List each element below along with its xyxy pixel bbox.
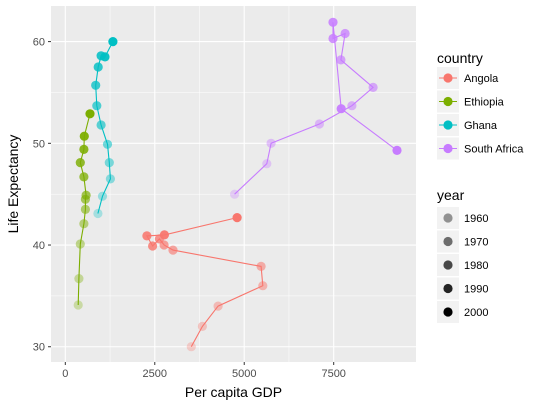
- alpha-legend-entries: 1960 1970 1980 1990 2000: [437, 207, 488, 323]
- legend-key-point: [443, 260, 453, 270]
- south-africa-point: [262, 159, 272, 169]
- legend-key-point: [443, 143, 453, 154]
- legend-label: Ethiopia: [464, 97, 505, 109]
- legend-key-point: [443, 120, 453, 130]
- legend-item-south-africa: South Africa: [437, 137, 524, 160]
- south-africa-point: [368, 82, 378, 92]
- ethiopia-point: [81, 190, 91, 200]
- y-tick-label: 60: [33, 37, 45, 49]
- angola-point: [142, 231, 152, 241]
- ethiopia-point: [75, 158, 85, 168]
- ghana-point: [93, 62, 103, 72]
- x-tick-label: 5000: [232, 368, 256, 380]
- series-south-africa: [230, 17, 402, 199]
- x-tick-label: 0: [62, 368, 68, 380]
- legend-label: 2000: [464, 307, 488, 319]
- ethiopia-point: [79, 131, 89, 141]
- year-legend-item-1960: 1960: [437, 207, 488, 229]
- legend-label: 1960: [464, 213, 488, 225]
- legend-key-point: [443, 213, 453, 223]
- year-legend-item-1990: 1990: [437, 277, 488, 300]
- legend-key-point: [443, 307, 453, 317]
- south-africa-point: [328, 33, 338, 44]
- ethiopia-point: [79, 144, 89, 154]
- south-africa-point: [336, 104, 346, 114]
- ghana-point: [93, 208, 103, 219]
- series-angola: [142, 213, 268, 352]
- color-legend-entries: Angola Ethiopia Ghana South Africa: [437, 67, 524, 160]
- ethiopia-point: [74, 274, 84, 284]
- legend-key-point: [443, 73, 453, 83]
- south-africa-point: [340, 28, 350, 39]
- legend-key-point: [443, 96, 453, 107]
- y-tick-label: 40: [33, 240, 45, 252]
- ghana-point: [105, 174, 115, 184]
- legend-item-ghana: Ghana: [437, 114, 498, 136]
- angola-point: [148, 241, 158, 251]
- ghana-point: [100, 52, 110, 62]
- year-legend-item-1980: 1980: [437, 254, 488, 276]
- x-axis-title: Per capita GDP: [185, 384, 282, 400]
- year-legend-item-2000: 2000: [437, 301, 488, 323]
- series-layer: [73, 17, 402, 352]
- axis-layer: 0 2500 5000 7500 30 40 50 60: [33, 37, 346, 380]
- y-axis-title: Life Expectancy: [5, 135, 21, 234]
- angola-point: [197, 321, 207, 331]
- ethiopia-point: [75, 239, 85, 249]
- legend-label: 1970: [464, 237, 488, 249]
- legend-key-point: [443, 236, 453, 247]
- year-legend-title: year: [437, 187, 465, 203]
- x-tick-label: 7500: [321, 368, 345, 380]
- grid-layer: [51, 6, 416, 362]
- ethiopia-point: [80, 204, 90, 214]
- year-legend: year 1960 1970 1980 1990 2000: [437, 187, 488, 323]
- ghana-point: [92, 101, 102, 111]
- angola-point: [232, 213, 242, 223]
- ghana-point: [97, 191, 108, 201]
- angola-point: [186, 342, 196, 352]
- year-legend-item-1970: 1970: [437, 230, 488, 253]
- south-africa-point: [328, 17, 338, 27]
- y-tick-label: 30: [33, 342, 45, 354]
- legend-item-angola: Angola: [437, 67, 499, 89]
- legend-key-bg: [437, 207, 459, 229]
- south-africa-point: [266, 138, 276, 148]
- angola-point: [159, 230, 169, 240]
- south-africa-point: [392, 145, 402, 155]
- series-ethiopia: [73, 109, 95, 310]
- legend-item-ethiopia: Ethiopia: [437, 90, 505, 113]
- ghana-point: [96, 120, 106, 130]
- ethiopia-point: [79, 219, 89, 229]
- legend-label: Angola: [464, 73, 499, 85]
- ethiopia-point: [73, 300, 83, 310]
- series-ghana: [91, 37, 118, 219]
- legend-label: Ghana: [464, 120, 498, 132]
- color-legend-title: country: [437, 50, 483, 66]
- ghana-point: [108, 37, 118, 47]
- south-africa-point: [314, 119, 324, 129]
- south-africa-point: [336, 55, 346, 65]
- angola-point: [213, 301, 223, 311]
- ghana-point: [102, 139, 113, 149]
- legend-label: 1980: [464, 260, 488, 272]
- legend-label: 1990: [464, 284, 488, 296]
- color-legend: country Angola Ethiopia Ghana South Africa: [437, 50, 524, 160]
- angola-point: [256, 261, 266, 271]
- legend-label: South Africa: [464, 144, 524, 156]
- south-africa-point: [347, 101, 357, 111]
- angola-point: [168, 245, 178, 255]
- south-africa-point: [230, 189, 240, 199]
- ethiopia-point: [79, 172, 89, 182]
- y-tick-label: 50: [33, 138, 45, 150]
- legend-key-point: [443, 283, 453, 294]
- ethiopia-point: [85, 109, 95, 119]
- x-tick-label: 2500: [143, 368, 167, 380]
- plot-panel: [51, 6, 416, 362]
- ghana-point: [91, 80, 101, 90]
- ghana-point: [104, 158, 114, 168]
- angola-point: [258, 281, 268, 291]
